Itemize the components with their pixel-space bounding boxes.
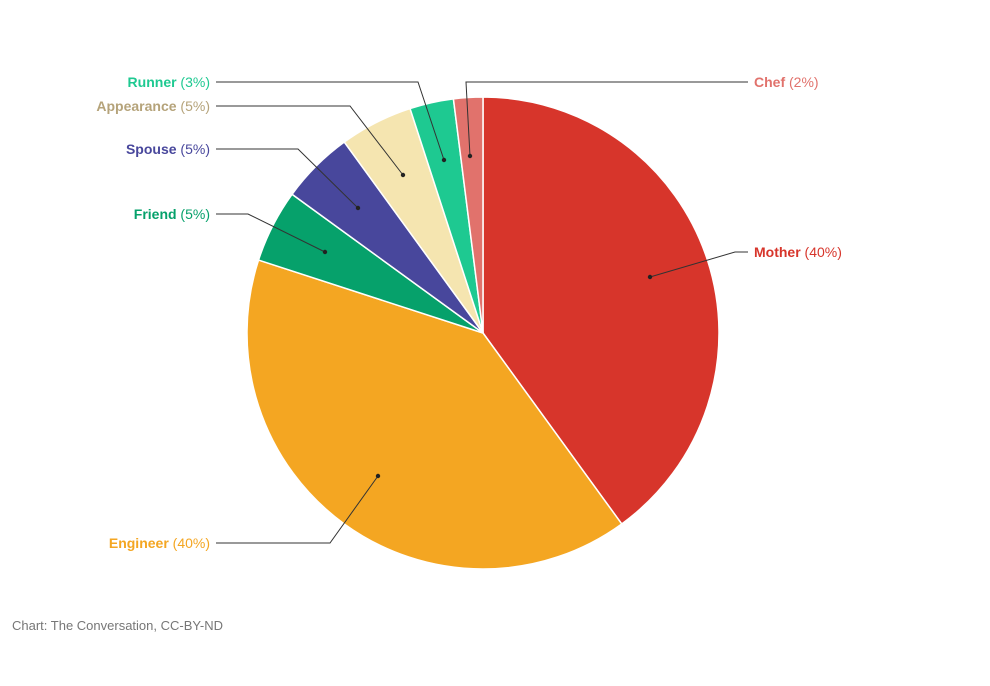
slice-label-chef: Chef (2%): [754, 74, 819, 90]
leader-line-engineer: [216, 475, 379, 544]
slice-label-value: (2%): [785, 74, 818, 90]
slice-label-value: (40%): [169, 535, 210, 551]
pie-slices: [246, 96, 720, 570]
slice-label-name: Engineer: [109, 535, 169, 551]
leader-line-chef: [465, 81, 748, 157]
slice-label-name: Appearance: [96, 98, 176, 114]
leader-dot-chef: [467, 153, 473, 159]
leader-dot-runner: [441, 157, 447, 163]
slice-label-value: (40%): [801, 244, 842, 260]
leader-dot-spouse: [355, 205, 361, 211]
leader-dot-friend: [322, 249, 328, 255]
slice-label-value: (5%): [177, 98, 210, 114]
leader-line-friend: [216, 213, 326, 253]
slice-label-runner: Runner (3%): [128, 74, 210, 90]
slice-label-name: Chef: [754, 74, 785, 90]
leader-lines: [216, 81, 748, 544]
slice-label-name: Friend: [134, 206, 177, 222]
pie-slice-chef: [452, 96, 484, 334]
chart-credit: Chart: The Conversation, CC-BY-ND: [12, 618, 223, 633]
slice-label-value: (5%): [177, 206, 210, 222]
pie-slice-engineer: [246, 259, 623, 570]
leader-line-runner: [216, 81, 445, 161]
leader-line-appearance: [216, 105, 404, 176]
slice-label-spouse: Spouse (5%): [126, 141, 210, 157]
leader-dot-appearance: [400, 172, 406, 178]
slice-label-value: (3%): [177, 74, 210, 90]
slice-label-name: Spouse: [126, 141, 177, 157]
slice-label-friend: Friend (5%): [134, 206, 210, 222]
slice-label-engineer: Engineer (40%): [109, 535, 210, 551]
slice-label-name: Runner: [128, 74, 178, 90]
slice-label-appearance: Appearance (5%): [96, 98, 210, 114]
leader-dot-mother: [647, 274, 653, 280]
slice-label-name: Mother: [754, 244, 801, 260]
slice-label-value: (5%): [177, 141, 210, 157]
slice-labels: Mother (40%)Engineer (40%)Friend (5%)Spo…: [96, 74, 842, 551]
leader-line-spouse: [216, 148, 359, 209]
leader-line-mother: [649, 251, 748, 278]
leader-dot-engineer: [375, 473, 381, 479]
slice-label-mother: Mother (40%): [754, 244, 842, 260]
